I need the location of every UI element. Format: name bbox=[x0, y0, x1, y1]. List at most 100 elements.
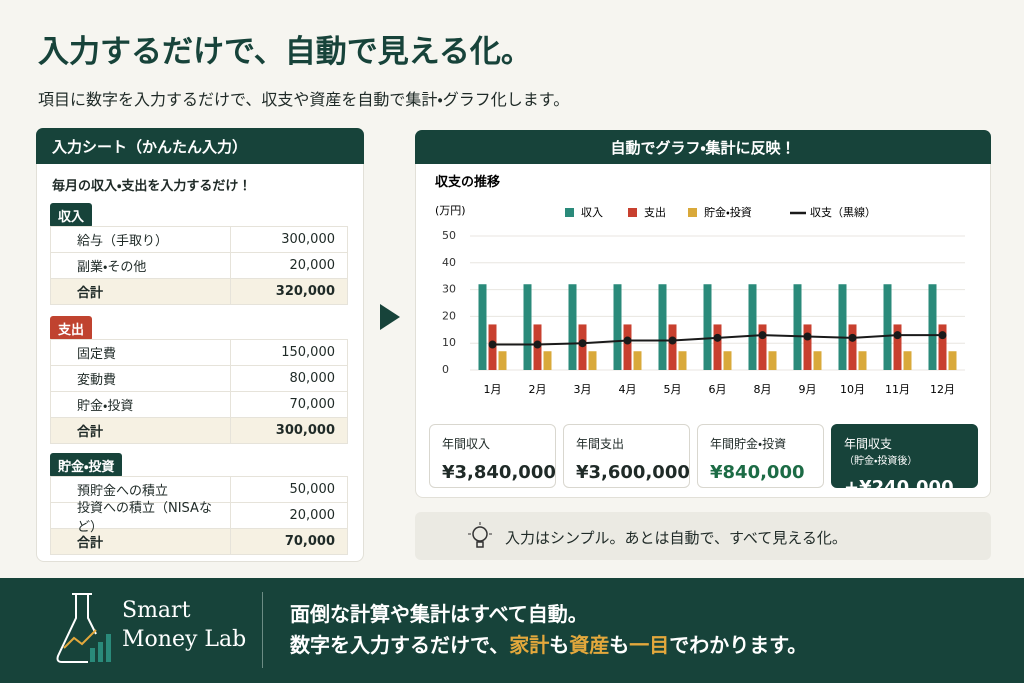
card-note: （貯金・投資後） bbox=[844, 456, 918, 467]
bar bbox=[623, 324, 632, 370]
legend-marker bbox=[565, 208, 574, 217]
bar bbox=[903, 351, 912, 370]
bar bbox=[633, 351, 642, 370]
table-row: 副業・その他 20,000 bbox=[51, 253, 347, 279]
x-tick-label: 10月 bbox=[840, 383, 865, 396]
line-point bbox=[668, 336, 677, 345]
summary-card: 年間収支 （貯金・投資後） +¥240,000 bbox=[831, 424, 978, 498]
chart-title: 収支の推移 bbox=[435, 174, 500, 190]
row-label: 固定費 bbox=[51, 340, 231, 365]
tip-bar: 入力はシンプル。あとは自動で、すべて見える化。 bbox=[415, 512, 991, 560]
row-label: 合計 bbox=[51, 279, 231, 304]
table-row: 投資への積立（NISAなど） 20,000 bbox=[51, 501, 347, 535]
bulb-icon bbox=[468, 522, 492, 548]
input-lead: 毎月の収入・支出を入力するだけ！ bbox=[52, 179, 252, 194]
bar bbox=[703, 284, 712, 370]
table-row: 給与（手取り） 300,000 bbox=[51, 227, 347, 253]
card-label-text: 年間支出 bbox=[576, 437, 625, 451]
bar bbox=[523, 284, 532, 370]
row-label: 変動費 bbox=[51, 366, 231, 391]
page-subtitle: 項目に数字を入力するだけで、収支や資産を自動で集計・グラフ化します。 bbox=[38, 90, 570, 109]
bar bbox=[883, 284, 892, 370]
section-table: 固定費 150,000 変動費 80,000 貯金・投資 70,000 合計 300,000 bbox=[50, 339, 348, 444]
row-value: 80,000 bbox=[289, 371, 336, 386]
line-point bbox=[848, 333, 857, 342]
card-label-text: 年間収入 bbox=[442, 437, 491, 451]
row-value: 20,000 bbox=[289, 258, 336, 273]
x-tick-label: 4月 bbox=[619, 383, 637, 396]
bar bbox=[848, 324, 857, 370]
footer-text: も bbox=[609, 633, 630, 657]
legend-marker bbox=[688, 208, 697, 217]
card-value: ¥840,000 bbox=[710, 462, 805, 483]
y-tick-label: 20 bbox=[442, 309, 456, 322]
bar bbox=[768, 351, 777, 370]
brand-line: Money Lab bbox=[122, 627, 247, 652]
bar bbox=[568, 284, 577, 370]
y-tick-label: 30 bbox=[442, 283, 456, 296]
section-badge: 支出 bbox=[50, 316, 93, 341]
line-point bbox=[533, 340, 542, 349]
dashboard-title: 自動でグラフ・集計に反映！ bbox=[415, 130, 991, 164]
line-point bbox=[623, 336, 632, 345]
table-row: 固定費 150,000 bbox=[51, 340, 347, 366]
flask-icon bbox=[56, 593, 111, 663]
y-tick-label: 0 bbox=[442, 363, 449, 376]
line-point bbox=[578, 339, 587, 348]
row-label: 合計 bbox=[51, 529, 231, 554]
row-label: 給与（手取り） bbox=[51, 227, 231, 252]
divider bbox=[262, 592, 263, 668]
page-title: 入力するだけで、自動で見える化。 bbox=[38, 34, 532, 70]
row-value: 50,000 bbox=[289, 482, 336, 497]
line-point bbox=[713, 333, 722, 342]
bar bbox=[893, 324, 902, 370]
line-point bbox=[488, 340, 497, 349]
line-point bbox=[938, 331, 947, 340]
row-value: 70,000 bbox=[284, 534, 335, 549]
row-label: 投資への積立（NISAなど） bbox=[51, 501, 231, 535]
y-tick-label: 10 bbox=[442, 336, 456, 349]
bar bbox=[478, 284, 487, 370]
bar bbox=[803, 324, 812, 370]
x-tick-label: 1月 bbox=[484, 383, 502, 396]
arrow bbox=[380, 304, 400, 330]
table-row: 合計 320,000 bbox=[51, 279, 347, 305]
bar bbox=[498, 351, 507, 370]
line-point bbox=[803, 332, 812, 341]
bar bbox=[928, 284, 937, 370]
row-value: 150,000 bbox=[281, 345, 335, 360]
bar bbox=[723, 351, 732, 370]
bar bbox=[938, 324, 947, 370]
x-tick-label: 2月 bbox=[529, 383, 547, 396]
line-point bbox=[893, 331, 902, 340]
bar bbox=[838, 284, 847, 370]
bar bbox=[668, 324, 677, 370]
section-table: 預貯金への積立 50,000 投資への積立（NISAなど） 20,000 合計 70,00… bbox=[50, 476, 348, 555]
footer-text: でわかります。 bbox=[669, 633, 808, 657]
bar bbox=[613, 284, 622, 370]
card-label: 年間貯金・投資 bbox=[710, 435, 811, 452]
bar bbox=[658, 284, 667, 370]
bar bbox=[858, 351, 867, 370]
y-tick-label: 50 bbox=[442, 229, 456, 242]
table-row: 預貯金への積立 50,000 bbox=[51, 477, 347, 503]
bar bbox=[713, 324, 722, 370]
footer-line: 数字を入力するだけで、家計も資産も一目でわかります。 bbox=[290, 629, 807, 658]
card-label-text: 年間貯金・投資 bbox=[710, 437, 787, 451]
row-value: 70,000 bbox=[289, 397, 336, 412]
row-value: 300,000 bbox=[281, 232, 335, 247]
bar bbox=[678, 351, 687, 370]
summary-card: 年間貯金・投資 ¥840,000 bbox=[697, 424, 824, 488]
card-value: ¥3,840,000 bbox=[442, 462, 556, 483]
bar bbox=[948, 351, 957, 370]
x-tick-label: 12月 bbox=[930, 383, 955, 396]
footer-text: 家計 bbox=[509, 633, 550, 657]
table-row: 変動費 80,000 bbox=[51, 366, 347, 392]
bar bbox=[588, 351, 597, 370]
section-table: 給与（手取り） 300,000 副業・その他 20,000 合計 320,000 bbox=[50, 226, 348, 305]
bar bbox=[758, 324, 767, 370]
x-tick-label: 6月 bbox=[709, 383, 727, 396]
summary-card: 年間支出 ¥3,600,000 bbox=[563, 424, 690, 488]
section-badge: 貯金・投資 bbox=[50, 453, 123, 478]
